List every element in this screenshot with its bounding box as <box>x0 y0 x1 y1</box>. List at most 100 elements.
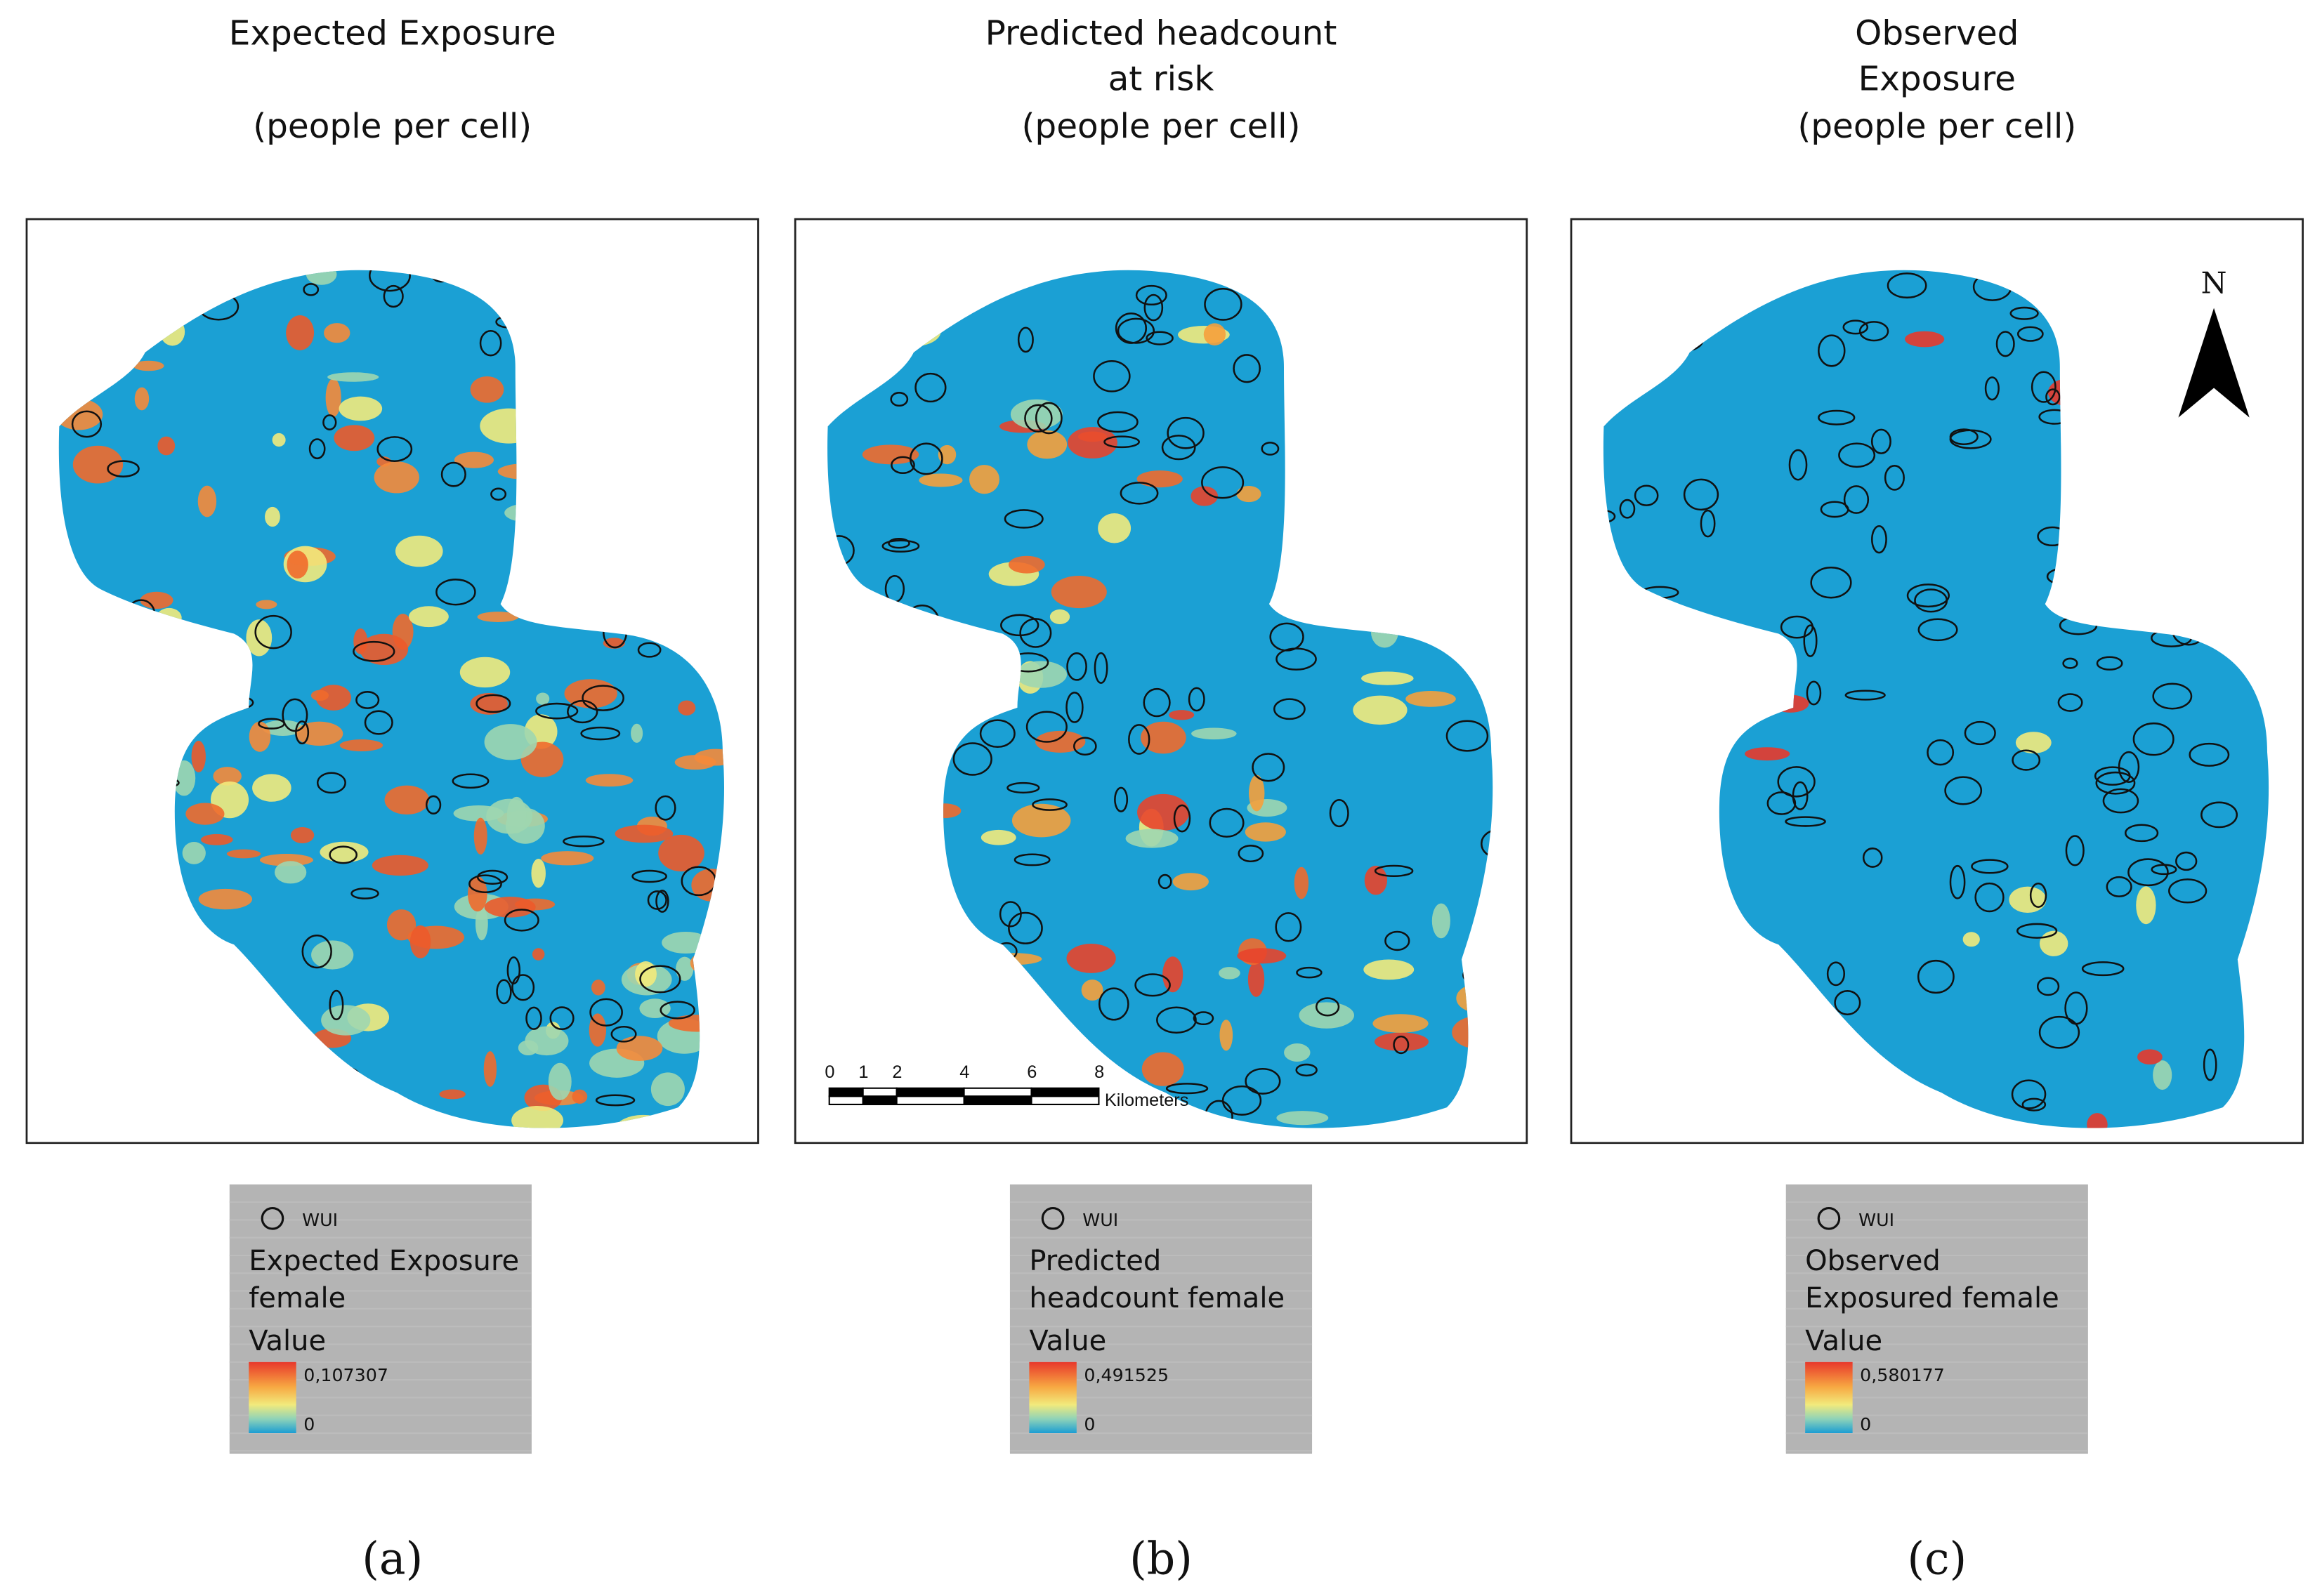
wui-outline <box>322 414 337 430</box>
wui-outline <box>1261 442 1280 456</box>
exposure-patch <box>531 858 546 888</box>
exposure-patch <box>616 1036 663 1061</box>
scale-unit: Kilometers <box>1105 1090 1189 1110</box>
exposure-patch <box>674 755 716 770</box>
wui-outline <box>2016 326 2044 342</box>
wui-outline <box>2062 657 2078 669</box>
exposure-patch <box>1049 609 1070 624</box>
wui-outline <box>891 456 915 475</box>
wui-outline <box>329 989 344 1021</box>
wui-outline <box>2168 878 2208 904</box>
wui-outline <box>582 685 624 711</box>
exposure-patch <box>1141 1052 1184 1086</box>
wui-outline <box>1188 687 1205 712</box>
wui-outline <box>468 874 502 894</box>
legend-title: Predicted <box>1029 1245 1161 1277</box>
wui-outline <box>383 284 404 308</box>
exposure-patch <box>325 378 341 417</box>
wui-outline <box>952 742 992 776</box>
wui-outline <box>890 392 909 407</box>
exposure-patch <box>862 444 919 465</box>
exposure-patch <box>2087 1113 2108 1128</box>
exposure-patch <box>327 372 379 382</box>
exposure-patch <box>1219 967 1240 980</box>
legend-symbol-label: WUI <box>1858 1210 1894 1230</box>
legend-title: Observed <box>1805 1245 1941 1277</box>
wui-outline <box>1295 1063 1318 1077</box>
scale-segment <box>896 1095 965 1105</box>
wui-outline <box>1780 615 1813 639</box>
exposure-patch <box>484 897 536 918</box>
exposure-patch <box>572 1089 588 1104</box>
wui-outline <box>2011 1079 2047 1109</box>
wui-outline <box>1917 618 1958 642</box>
wui-outline <box>1221 1085 1262 1116</box>
wui-outline <box>1374 864 1414 878</box>
wui-outline <box>1914 588 1948 613</box>
exposure-patch <box>541 851 594 866</box>
legend-symbol <box>261 1206 284 1230</box>
wui-outline <box>914 372 947 403</box>
wui-outline <box>1984 376 2000 401</box>
wui-outline <box>1974 882 2005 913</box>
exposure-patch <box>615 824 674 843</box>
wui-outline <box>1135 284 1167 306</box>
exposure-patch <box>157 436 176 456</box>
exposure-patch <box>473 817 487 855</box>
exposure-patch <box>275 861 307 884</box>
exposure-patch <box>678 700 696 715</box>
legend-ramp <box>1029 1361 1077 1434</box>
wui-outline <box>1844 690 1886 701</box>
wui-outline <box>364 710 393 735</box>
scale-tick-label: 2 <box>892 1062 902 1082</box>
panel-caption: (c) <box>1907 1532 1967 1584</box>
exposure-patch <box>1137 793 1190 831</box>
wui-outline <box>1315 997 1340 1017</box>
legend-min: 0 <box>303 1414 315 1435</box>
wui-outline <box>1252 753 1285 782</box>
exposure-patch <box>1136 470 1183 488</box>
exposure-patch <box>1247 961 1265 997</box>
exposure-patch <box>133 360 164 371</box>
exposure-patch <box>475 906 488 941</box>
wui-outline <box>1995 331 2015 357</box>
wui-outline <box>1161 435 1196 461</box>
legend-symbol-label: WUI <box>302 1210 338 1230</box>
wui-outline <box>660 1001 695 1020</box>
wui-outline <box>1134 973 1171 997</box>
exposure-patch <box>919 473 963 487</box>
exposure-patch <box>182 841 206 864</box>
scale-segment <box>963 1095 1032 1105</box>
exposure-patch <box>1203 323 1226 346</box>
wui-outline <box>1275 912 1302 942</box>
wui-outline <box>589 998 623 1027</box>
wui-outline <box>1884 465 1905 491</box>
wui-outline <box>549 1006 575 1031</box>
exposure-patch <box>262 720 303 736</box>
wui-outline <box>2152 682 2193 710</box>
legend: WUI Predicted headcount female Value 0,49152… <box>1009 1184 1313 1454</box>
wui-outline <box>301 935 332 969</box>
wui-outline <box>580 726 621 741</box>
wui-outline <box>1603 509 1616 524</box>
wui-outline <box>2057 693 2083 712</box>
panel-title: (people per cell) <box>1022 107 1301 146</box>
scale-segment <box>896 1087 965 1097</box>
wui-outline <box>1073 737 1097 756</box>
wui-outline <box>435 579 476 606</box>
wui-outline <box>1445 720 1489 752</box>
wui-outline <box>71 410 103 438</box>
wui-outline <box>2016 923 2058 939</box>
scale-tick-label: 8 <box>1094 1062 1104 1082</box>
wui-outline <box>563 836 605 848</box>
exposure-patch <box>306 270 337 285</box>
exposure-patch <box>1140 721 1186 754</box>
wui-outline <box>2106 876 2132 897</box>
wui-outline <box>511 974 535 1001</box>
wui-outline <box>2175 851 2198 871</box>
exposure-patch <box>650 1072 685 1107</box>
north-arrow: N <box>2178 266 2250 418</box>
wui-outline <box>999 901 1022 928</box>
wui-outline <box>1066 652 1087 681</box>
